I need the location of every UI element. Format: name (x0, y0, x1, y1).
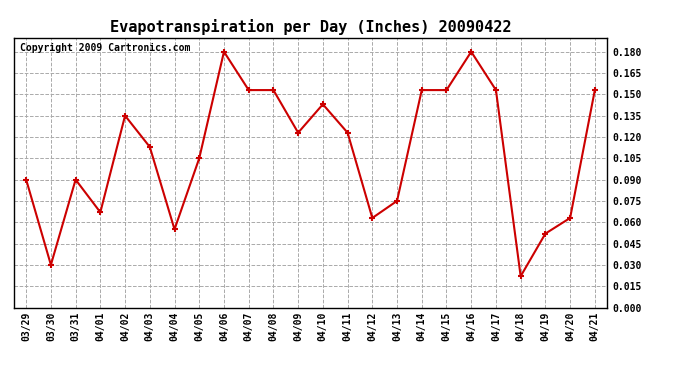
Text: Copyright 2009 Cartronics.com: Copyright 2009 Cartronics.com (20, 43, 190, 53)
Title: Evapotranspiration per Day (Inches) 20090422: Evapotranspiration per Day (Inches) 2009… (110, 19, 511, 35)
